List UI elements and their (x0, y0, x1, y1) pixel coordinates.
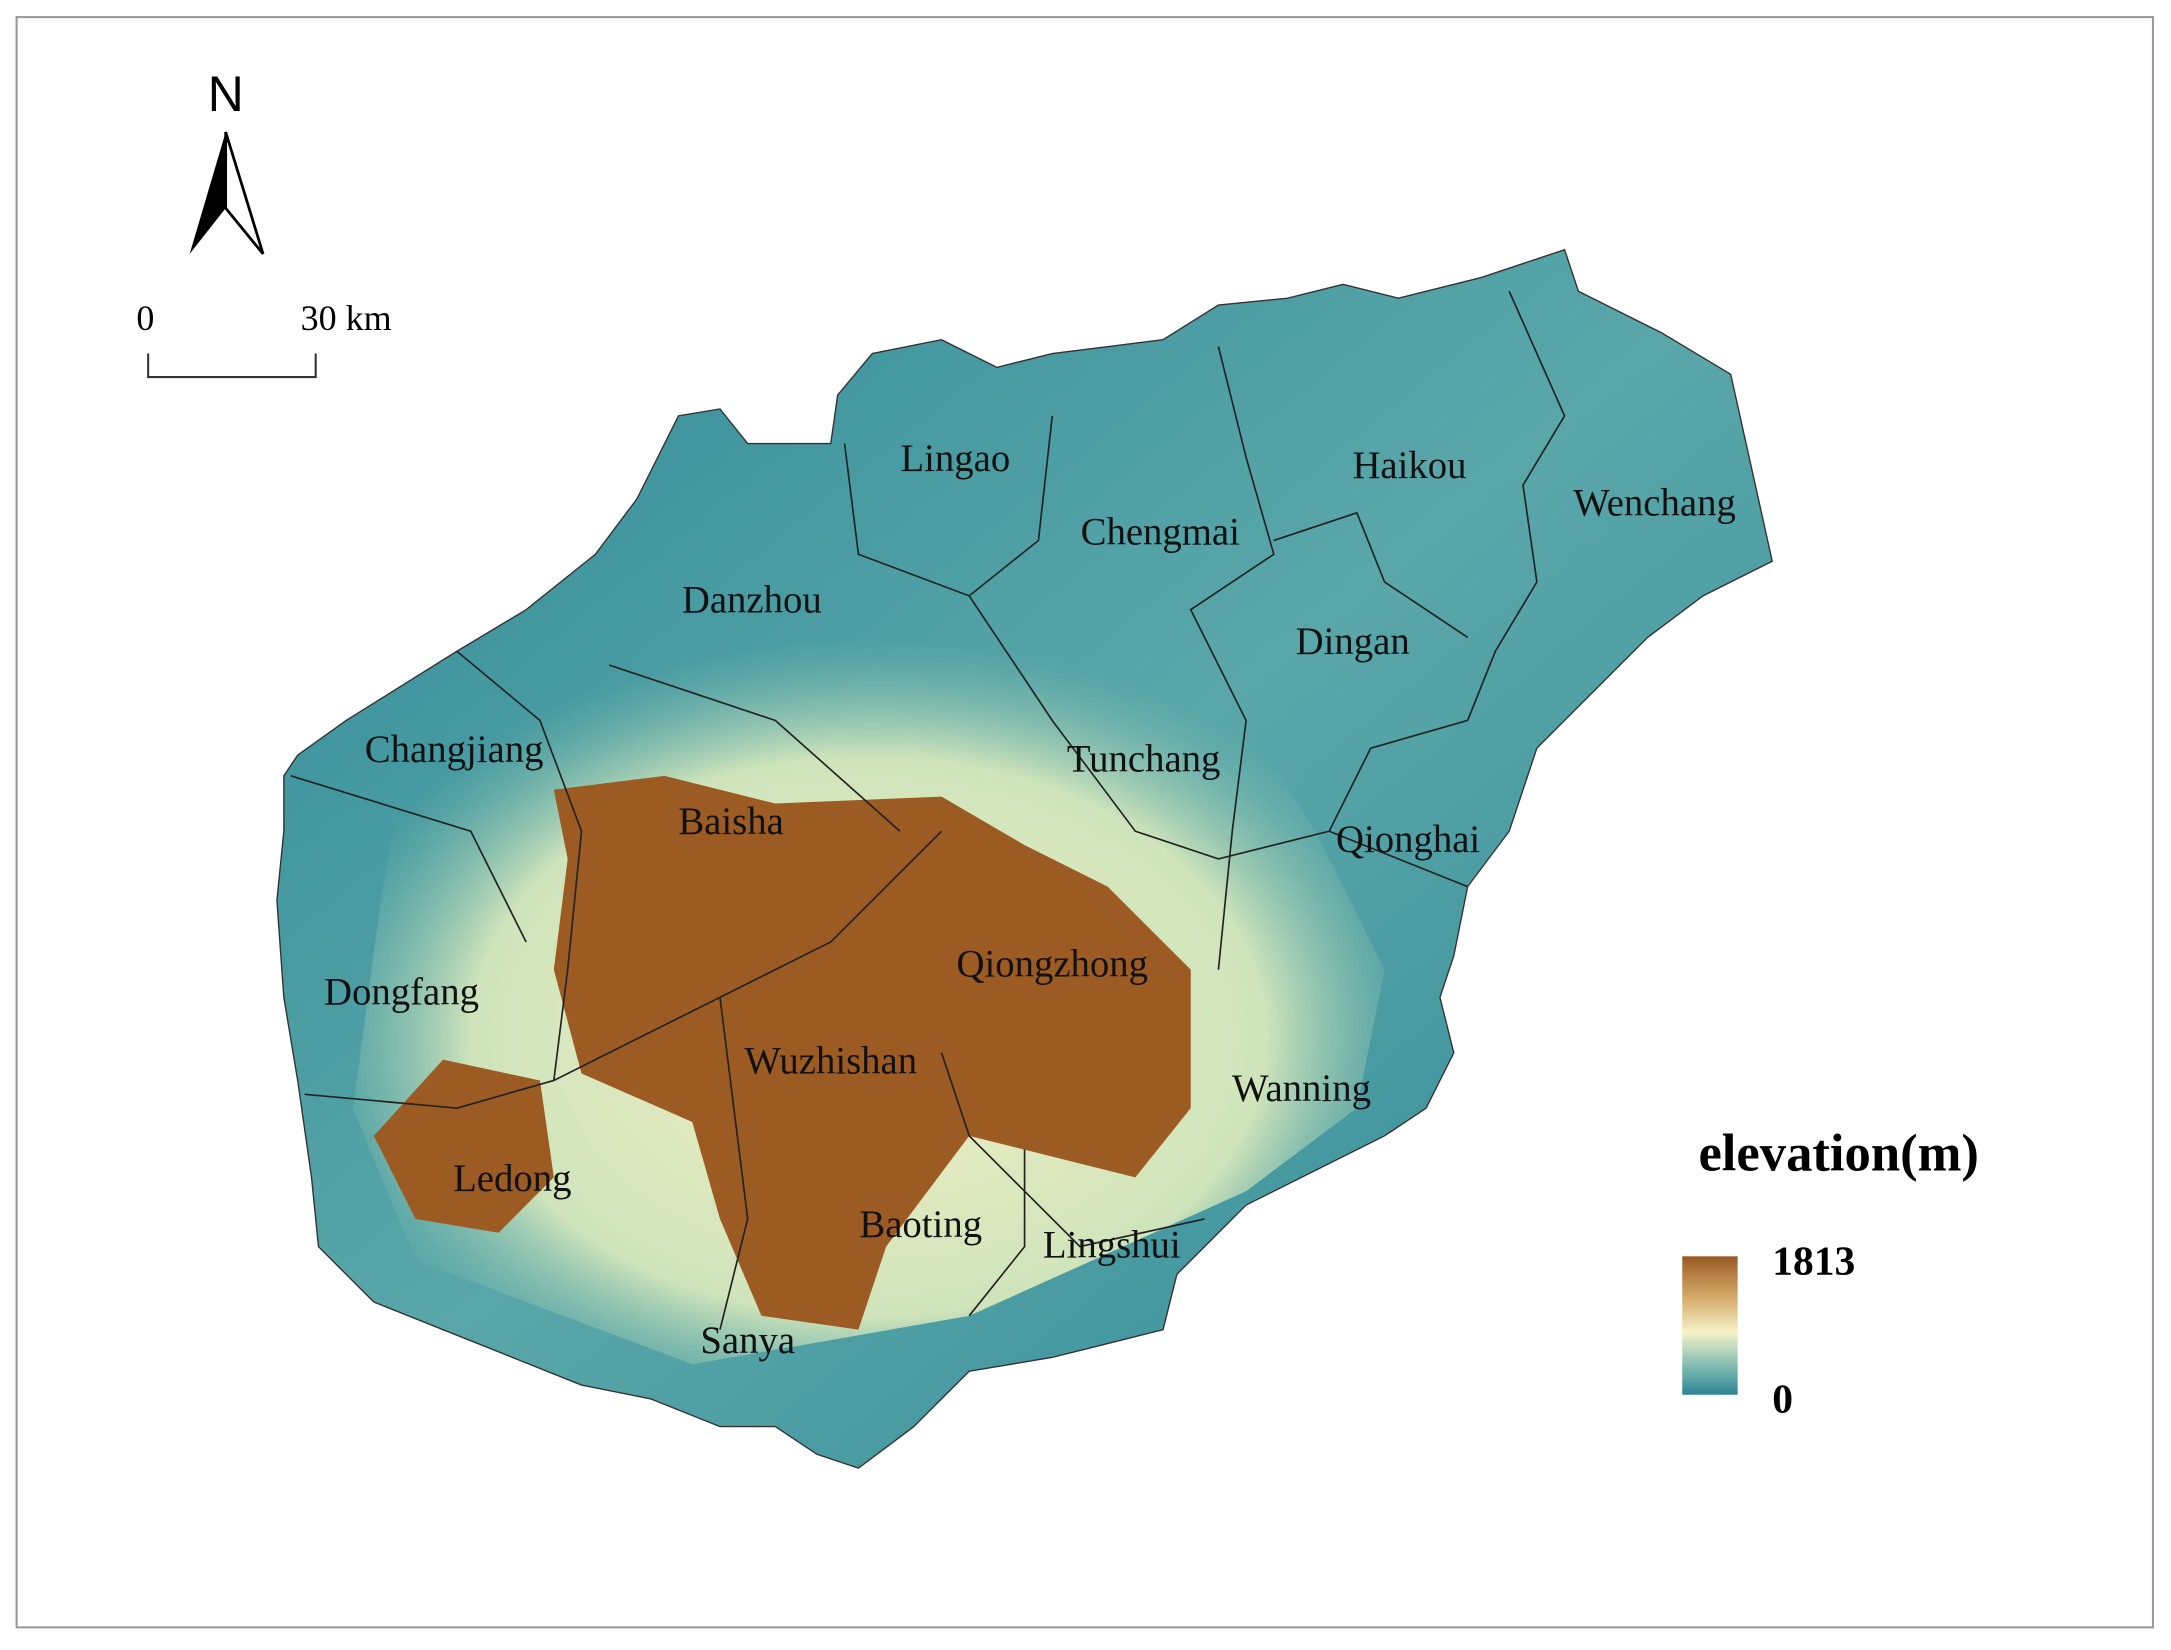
region-label: Changjiang (365, 728, 544, 771)
region-label: Chengmai (1081, 511, 1241, 554)
legend-min: 0 (1772, 1376, 1793, 1422)
region-labels: Lingao Haikou Wenchang Chengmai Danzhou Dinga… (324, 437, 1736, 1362)
legend-title: elevation(m) (1698, 1124, 1979, 1182)
north-arrow (224, 131, 265, 255)
highland (553, 775, 1191, 1330)
region-label: Dongfang (324, 970, 479, 1013)
frame (15, 16, 2155, 1629)
region-label: Baisha (678, 800, 783, 843)
highland (373, 1059, 554, 1233)
region-label: Lingao (900, 437, 1010, 480)
region-label: Baoting (859, 1203, 982, 1246)
region-label: Wenchang (1573, 482, 1736, 525)
north-arrow (189, 132, 226, 254)
region-label: Dingan (1296, 620, 1410, 663)
region-label: Lingshui (1043, 1224, 1181, 1267)
region-label: Qiongzhong (956, 943, 1148, 986)
region-label: Wuzhishan (744, 1040, 917, 1083)
legend-ramp (1682, 1256, 1738, 1395)
north-label: N (208, 66, 244, 122)
region-label: Sanya (700, 1319, 795, 1362)
legend-max: 1813 (1772, 1237, 1855, 1283)
region-label: Danzhou (682, 578, 822, 621)
region-label: Ledong (453, 1157, 571, 1200)
scale-bar (147, 353, 317, 379)
region-label: Qionghai (1336, 818, 1480, 861)
district-boundaries (290, 290, 1566, 1330)
region-label: Wanning (1232, 1067, 1371, 1110)
scale-end: 30 km (301, 298, 392, 338)
scale-start: 0 (136, 298, 154, 338)
region-label: Haikou (1352, 444, 1466, 487)
region-label: Tunchang (1067, 738, 1221, 781)
